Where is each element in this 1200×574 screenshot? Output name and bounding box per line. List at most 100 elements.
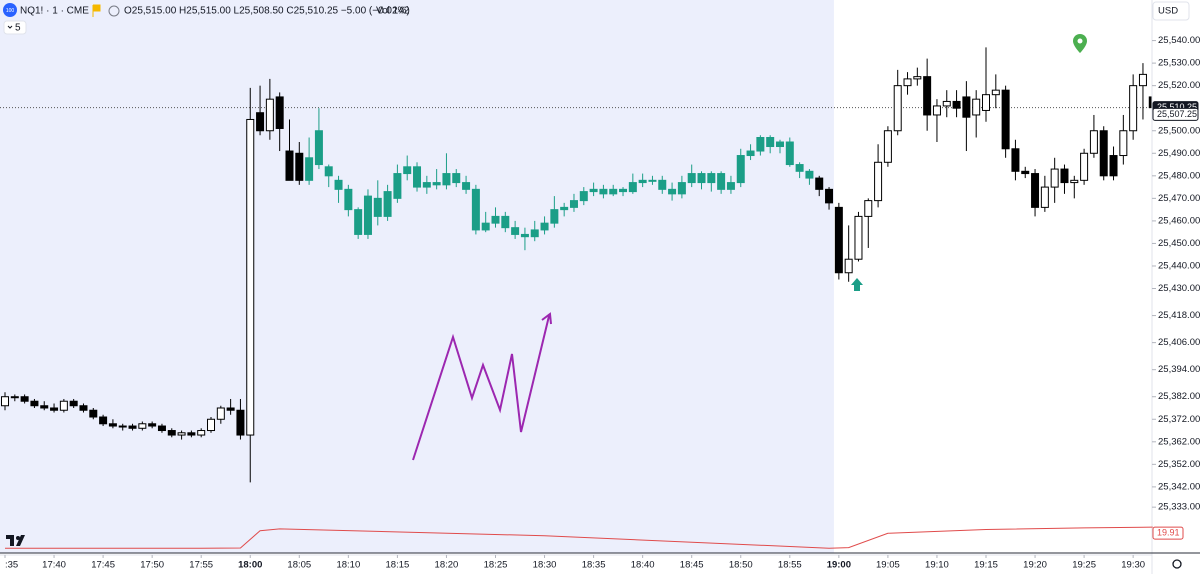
- candle-body: [717, 173, 726, 190]
- candle-body: [1099, 130, 1108, 177]
- flag-icon[interactable]: [92, 4, 101, 17]
- candle-body: [726, 182, 735, 190]
- candle-body: [295, 152, 304, 181]
- y-tick-label: 25,440.00: [1158, 260, 1200, 271]
- visibility-icon[interactable]: [108, 5, 120, 17]
- candle-body: [511, 227, 520, 235]
- candle-body: [452, 173, 461, 184]
- x-tick-label: 19:05: [876, 560, 900, 571]
- currency: USD: [1158, 6, 1178, 17]
- candle-body: [932, 105, 941, 116]
- ohlc-values: O25,515.00 H25,515.00 L25,508.50 C25,510…: [124, 6, 410, 17]
- candle-body: [883, 130, 892, 163]
- candle-body: [1148, 96, 1152, 109]
- zigzag-drawing[interactable]: [412, 315, 550, 461]
- y-tick-label: 25,418.00: [1158, 310, 1200, 321]
- y-tick-label: 25,362.00: [1158, 436, 1200, 447]
- candle-body: [1070, 179, 1079, 184]
- candle-body: [265, 98, 274, 132]
- x-tick-label: 17:55: [189, 560, 213, 571]
- candle-body: [805, 170, 814, 179]
- x-tick-label: 18:30: [533, 560, 557, 571]
- x-tick-label: 19:25: [1072, 560, 1096, 571]
- x-tick-label: 18:40: [631, 560, 655, 571]
- y-tick-label: 25,470.00: [1158, 193, 1200, 204]
- x-tick-label: 18:35: [582, 560, 606, 571]
- candle-body: [1011, 148, 1020, 172]
- interval-button[interactable]: [3, 20, 27, 35]
- indicator-line: [5, 526, 1153, 549]
- price-label: 25,510.25: [1157, 102, 1197, 112]
- candle-body: [481, 222, 490, 231]
- candle-body: [1001, 89, 1010, 150]
- y-tick-label: 25,490.00: [1158, 148, 1200, 159]
- x-tick-label: 18:45: [680, 560, 704, 571]
- candle-body: [197, 430, 206, 436]
- candle-body: [20, 396, 29, 402]
- candle-body: [79, 405, 88, 411]
- candle-body: [746, 150, 755, 157]
- candle-body: [942, 100, 951, 107]
- candle-body: [128, 425, 137, 429]
- candle-body: [913, 76, 922, 80]
- symbol[interactable]: NQ1! · 1 · CME: [20, 6, 89, 17]
- candle-body: [1080, 152, 1089, 181]
- candle-body: [442, 173, 451, 186]
- candle-body: [1031, 173, 1040, 208]
- y-tick-label: 25,520.00: [1158, 80, 1200, 91]
- candle-body: [874, 161, 883, 202]
- pin-dot: [1077, 38, 1083, 44]
- price-label: 25,507.25: [1157, 109, 1197, 119]
- candle-body: [1138, 73, 1147, 87]
- candle-body: [520, 233, 529, 238]
- candle-body: [619, 188, 628, 193]
- candle-body: [530, 229, 539, 238]
- x-tick-label: 19:30: [1121, 560, 1145, 571]
- candle-body: [1129, 85, 1138, 132]
- candle-body: [834, 206, 843, 274]
- x-tick-label: 18:55: [778, 560, 802, 571]
- x-tick-label: 17:50: [140, 560, 164, 571]
- y-tick-label: 25,500.00: [1158, 125, 1200, 136]
- x-tick-label: 18:10: [336, 560, 360, 571]
- candle-body: [589, 188, 598, 193]
- interval: 5: [15, 23, 21, 34]
- candle-body: [962, 96, 971, 118]
- y-tick-label: 25,382.00: [1158, 391, 1200, 402]
- currency-button[interactable]: [1152, 1, 1190, 21]
- candle-body: [677, 182, 686, 195]
- logo[interactable]: [6, 535, 25, 546]
- candle-body: [59, 400, 68, 411]
- candle-body: [285, 150, 294, 181]
- candle-body: [1040, 186, 1049, 208]
- candle-body: [501, 215, 510, 229]
- candle-body: [216, 407, 225, 420]
- candle-body: [422, 182, 431, 188]
- y-tick-label: 25,342.00: [1158, 481, 1200, 492]
- y-tick-label: 25,372.00: [1158, 414, 1200, 425]
- volume: Vol 142: [376, 6, 410, 17]
- candle-body: [177, 432, 186, 436]
- x-tick-label: 18:00: [238, 560, 262, 571]
- candle-body: [756, 137, 765, 152]
- candle-body: [432, 182, 441, 186]
- candle-body: [599, 188, 608, 195]
- candle-body: [50, 407, 59, 411]
- candle-body: [1021, 170, 1030, 175]
- x-tick-label: 19:20: [1023, 560, 1047, 571]
- session-shade: [0, 0, 834, 553]
- candle-body: [991, 89, 1000, 96]
- candle-body: [187, 432, 196, 436]
- settings-icon[interactable]: [1172, 559, 1182, 569]
- candle-body: [1, 396, 9, 407]
- candle-body: [638, 179, 647, 184]
- candle-body: [707, 173, 716, 184]
- symbol-icon: [3, 3, 17, 17]
- candle-body: [628, 182, 637, 193]
- candle-body: [275, 96, 284, 129]
- candle-body: [314, 130, 323, 166]
- candle-body: [825, 188, 834, 204]
- candle-body: [89, 409, 98, 418]
- y-tick-label: 25,530.00: [1158, 58, 1200, 69]
- axes: 25,540.00 25,530.00 25,520.00 25,500.00 25,4…: [4, 35, 1200, 571]
